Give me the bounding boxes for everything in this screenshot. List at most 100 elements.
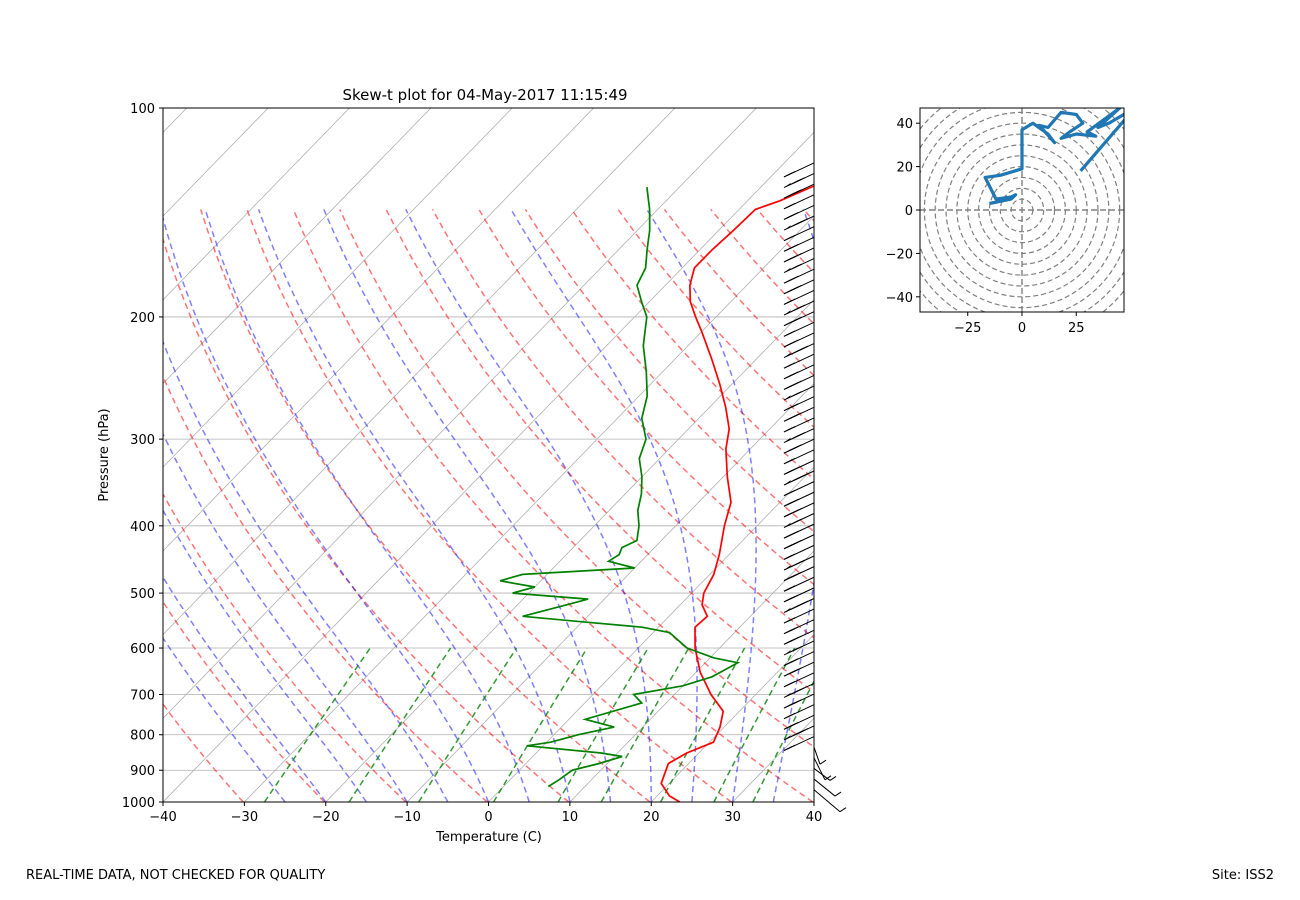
wind-barb xyxy=(783,725,815,741)
wind-barb-line xyxy=(790,275,799,281)
wind-barb-flag xyxy=(784,437,791,443)
moist-adiabat xyxy=(163,575,327,802)
wind-barb xyxy=(813,778,842,797)
x-axis-label: Temperature (C) xyxy=(435,830,542,845)
skew-t-axes: −40 −30 −20 −10 0 10 20 30 40 100090080070060050… xyxy=(97,86,1300,845)
wind-barb xyxy=(783,321,815,337)
temperature-axis: −40 −30 −20 −10 0 10 20 30 40 xyxy=(149,802,822,825)
wind-barb-flag xyxy=(784,564,791,570)
wind-barb-line xyxy=(796,687,805,692)
mixing-ratio-line xyxy=(600,647,690,802)
wind-barb-flag xyxy=(784,225,791,231)
isotherm xyxy=(163,108,757,719)
wind-barb-line xyxy=(786,425,796,431)
isotherm xyxy=(813,801,814,802)
wind-barb-line xyxy=(790,212,799,217)
wind-barb-line xyxy=(786,171,796,176)
isotherm xyxy=(650,634,814,802)
wind-barb xyxy=(783,236,815,252)
skew-t-plot-area xyxy=(163,108,1300,802)
wind-barb xyxy=(783,311,815,327)
wind-barb xyxy=(783,502,815,518)
dry-adiabat xyxy=(339,209,814,748)
temperature-tick-label: −30 xyxy=(231,810,258,825)
isotherm xyxy=(569,550,814,802)
temperature-tick-label: 0 xyxy=(484,810,492,825)
quality-disclaimer: REAL-TIME DATA, NOT CHECKED FOR QUALITY xyxy=(26,868,326,883)
wind-barb xyxy=(783,523,815,539)
hodograph-ring xyxy=(988,176,1056,244)
wind-barb-line xyxy=(786,712,796,718)
hodograph-x-tick-label: −25 xyxy=(954,321,981,336)
isotherm xyxy=(406,382,814,802)
wind-barb-flag xyxy=(784,182,791,188)
wind-barb-flag xyxy=(784,267,791,273)
wind-barb xyxy=(783,343,815,358)
wind-barb-flag xyxy=(784,649,791,655)
dry-adiabat xyxy=(850,209,1300,802)
dry-adiabat xyxy=(163,236,570,802)
wind-barb xyxy=(783,417,815,433)
dry-adiabat xyxy=(385,209,814,694)
isotherm xyxy=(487,466,814,802)
hodograph-y-tick-label: −20 xyxy=(886,247,913,262)
wind-barb xyxy=(783,215,815,231)
wind-barb-line xyxy=(790,658,799,664)
pressure-tick-label: 300 xyxy=(130,433,155,448)
wind-barb-line xyxy=(790,466,799,472)
wind-barb-flag xyxy=(784,352,791,358)
wind-barb xyxy=(783,194,815,210)
dry-adiabat xyxy=(478,209,814,586)
wind-barb-flag xyxy=(784,395,791,401)
wind-barb xyxy=(783,406,815,422)
wind-barb xyxy=(783,449,815,465)
wind-barb xyxy=(783,353,815,369)
y-axis-label: Pressure (hPa) xyxy=(97,408,112,501)
wind-barb xyxy=(783,714,815,730)
wind-barb xyxy=(813,768,837,781)
wind-barb-line xyxy=(786,330,796,336)
wind-barb-line xyxy=(796,304,805,310)
wind-barb-line xyxy=(799,728,809,733)
wind-barb xyxy=(783,470,815,486)
wind-barb-line xyxy=(790,243,799,249)
wind-barb-line xyxy=(786,585,796,591)
wind-barb-line xyxy=(786,362,796,368)
temperature-tick-label: 10 xyxy=(562,810,579,825)
dry-adiabat xyxy=(431,209,814,639)
wind-barb-line xyxy=(799,218,809,224)
wind-barb-line xyxy=(790,626,799,632)
wind-barb-staff xyxy=(813,789,841,813)
wind-barb xyxy=(783,428,815,443)
wind-barb-line xyxy=(793,635,802,641)
moist-adiabat xyxy=(257,209,571,802)
wind-barb-line xyxy=(793,284,802,290)
pressure-axis: 1000 900 800 700 600 500 400 300 200 100 xyxy=(122,102,163,811)
wind-barb-line xyxy=(799,600,809,606)
dry-adiabat xyxy=(246,209,732,802)
wind-barb xyxy=(783,226,815,242)
moist-adiabat xyxy=(323,209,612,802)
pressure-tick-label: 400 xyxy=(130,520,155,535)
wind-barb-line xyxy=(790,530,799,536)
wind-barb xyxy=(783,704,815,720)
hodograph-y-tick-label: 20 xyxy=(896,161,913,176)
wind-barb xyxy=(783,332,815,348)
wind-barb xyxy=(783,258,815,274)
wind-barb xyxy=(813,789,847,813)
wind-barb xyxy=(783,555,815,571)
wind-barb xyxy=(783,438,815,454)
wind-barb xyxy=(783,396,815,412)
moist-adiabat xyxy=(772,209,814,802)
hodograph-y-tick-label: 0 xyxy=(905,204,913,219)
wind-barb xyxy=(813,747,827,765)
mixing-ratio-line xyxy=(752,679,814,802)
wind-barb-line xyxy=(796,177,805,183)
dry-adiabat xyxy=(710,208,814,325)
wind-barb-line xyxy=(819,759,827,765)
wind-barb xyxy=(783,683,815,698)
isotherm xyxy=(732,717,814,802)
dry-adiabat xyxy=(617,208,814,429)
moist-adiabat xyxy=(204,209,530,802)
